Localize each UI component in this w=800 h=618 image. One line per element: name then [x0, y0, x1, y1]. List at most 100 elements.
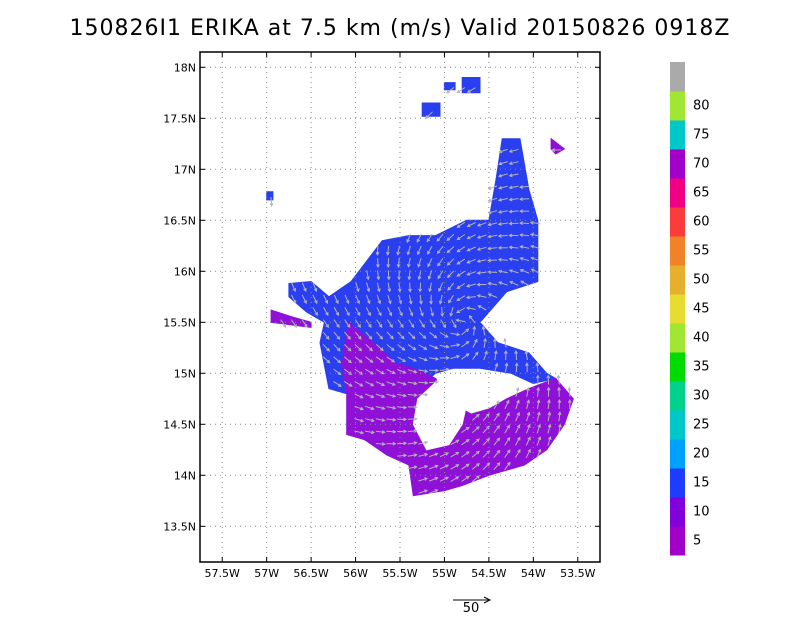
wind-vector-head — [402, 393, 408, 398]
wind-vector-head — [465, 295, 470, 300]
wind-vector — [488, 282, 498, 286]
wind-vector — [472, 339, 478, 348]
wind-vector — [439, 368, 449, 371]
wind-vector — [439, 294, 443, 304]
wind-vector — [509, 269, 519, 274]
wind-vector — [536, 436, 541, 446]
wind-vector — [417, 258, 422, 267]
wind-vector-head — [357, 335, 362, 340]
wind-vector — [467, 222, 476, 227]
wind-vector-head — [474, 338, 478, 343]
wind-vector-head — [424, 465, 429, 469]
wind-vector-head — [474, 351, 479, 356]
wind-vector — [355, 307, 361, 316]
wind-vector-head — [508, 197, 513, 202]
wind-vector — [333, 307, 339, 316]
wind-vector-head — [377, 288, 381, 293]
wind-vector — [504, 425, 510, 434]
wind-vector — [355, 282, 359, 292]
wind-vector-head — [487, 186, 492, 190]
wind-vector-head — [472, 325, 477, 330]
wind-vector — [493, 400, 500, 409]
wind-vector — [354, 418, 364, 422]
wind-vector-head — [388, 300, 392, 305]
wind-vector — [407, 394, 417, 396]
wind-vector-head — [475, 413, 480, 418]
wind-vector-head — [519, 221, 524, 226]
wind-vector-head — [434, 464, 439, 469]
wind-vector-head — [447, 274, 451, 279]
x-axis: 57.5W 57W 56.5W 56W 55.5W 55W 54.5W 54W 53.5W — [205, 52, 596, 580]
wind-vector — [473, 326, 475, 336]
wind-vector — [494, 351, 497, 361]
wind-vector-head — [456, 343, 461, 347]
wind-vector-head — [433, 334, 438, 339]
wind-vector — [397, 331, 405, 339]
wind-vector — [461, 353, 470, 360]
wind-vector — [397, 381, 406, 385]
wind-vector-head — [282, 324, 287, 328]
wind-vector-head — [508, 185, 513, 190]
wind-vector — [493, 425, 500, 434]
wind-vector — [493, 413, 500, 422]
wind-vector-head — [390, 347, 395, 351]
wind-vector-head — [497, 222, 502, 226]
wind-vector-head — [486, 437, 491, 442]
wind-vector-head — [487, 281, 492, 286]
wind-vector-head — [408, 288, 412, 293]
wind-vector-head — [547, 398, 551, 403]
wind-vector — [365, 418, 375, 422]
wind-vector — [536, 400, 540, 409]
wind-vector — [451, 319, 457, 328]
wind-vector-head — [487, 293, 492, 297]
wind-vector — [450, 452, 459, 458]
wind-vector-head — [392, 429, 397, 434]
wind-vector — [450, 332, 460, 336]
wind-vector-head — [335, 300, 339, 305]
wind-vector — [322, 319, 329, 328]
wind-vector-head — [519, 209, 524, 214]
wind-vector-head — [520, 280, 524, 284]
wind-vector-head — [337, 383, 342, 387]
wind-vector — [407, 257, 411, 268]
wind-vector-head — [487, 234, 492, 239]
wind-vector — [482, 326, 486, 336]
wind-vector-head — [432, 324, 436, 329]
wind-vector-head — [465, 451, 470, 455]
wind-vector-head — [442, 324, 447, 329]
wind-vector — [333, 331, 340, 340]
wind-vector-head — [530, 268, 535, 272]
wind-vector — [427, 258, 433, 267]
wind-vector-head — [497, 269, 502, 274]
region-blue-patch-n1 — [443, 82, 456, 91]
colorbar-label: 75 — [693, 128, 710, 143]
wind-vector — [477, 259, 487, 262]
wind-vector — [439, 452, 449, 458]
wind-vector — [387, 294, 392, 304]
wind-vector — [456, 283, 466, 289]
wind-vector-head — [337, 359, 342, 364]
wind-vector — [375, 368, 385, 375]
wind-vector-head — [446, 89, 450, 94]
wind-vector — [482, 450, 490, 458]
wind-vector — [407, 344, 416, 351]
wind-vector-head — [496, 437, 501, 442]
wind-vector-head — [391, 358, 396, 363]
wind-vector — [376, 319, 383, 328]
wind-vector — [526, 412, 530, 422]
wind-vector — [547, 399, 550, 409]
wind-vector-head — [456, 224, 461, 228]
x-tick-label: 53.5W — [560, 567, 595, 580]
wind-vector-head — [375, 251, 380, 256]
colorbar-bin — [670, 323, 685, 353]
wind-vector — [429, 282, 432, 292]
wind-vector-head — [412, 346, 417, 351]
wind-vector-head — [380, 359, 385, 363]
wind-vector-head — [368, 324, 372, 328]
wind-vector — [477, 234, 487, 239]
wind-vector-head — [336, 347, 341, 352]
wind-vector-head — [411, 335, 416, 340]
wind-vector-head — [453, 324, 457, 329]
wind-vector-head — [356, 312, 361, 317]
wind-vector — [448, 294, 454, 303]
